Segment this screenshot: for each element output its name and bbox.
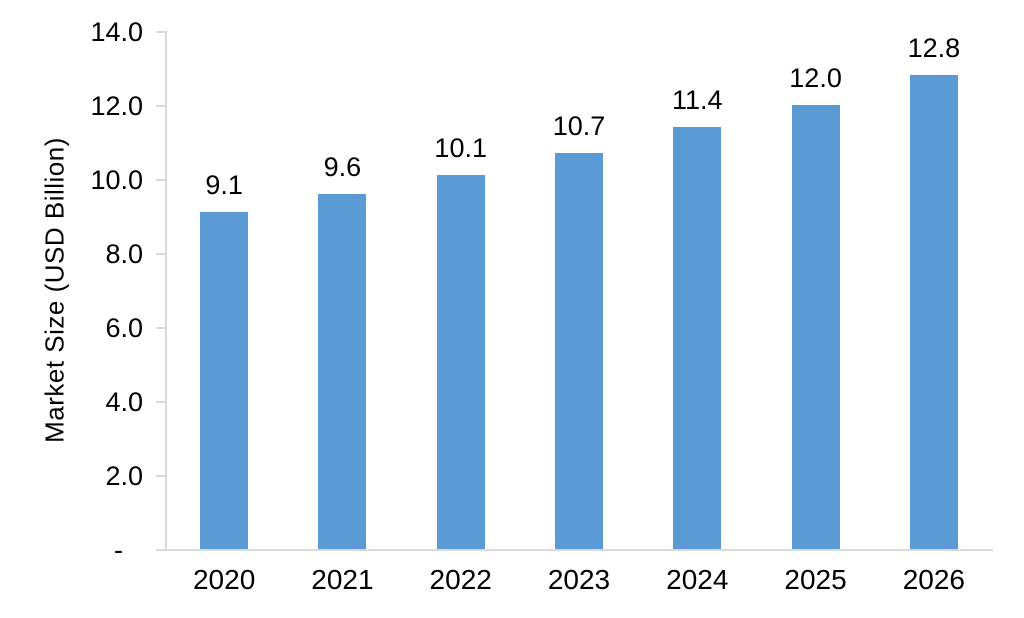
x-axis-label: 2020 (192, 564, 256, 595)
y-tick-mark (156, 31, 165, 33)
bar-value-label: 9.1 (205, 170, 243, 201)
y-tick-label: 14.0 (90, 17, 143, 47)
bar (909, 75, 958, 549)
y-tick-label: 4.0 (105, 387, 143, 417)
bar (318, 193, 367, 549)
x-axis-label: 2024 (666, 564, 729, 595)
bar-value-label: 10.1 (434, 133, 487, 164)
y-tick-mark (156, 401, 165, 403)
bar (200, 212, 249, 549)
y-tick-label: 6.0 (105, 313, 143, 343)
bar-value-label: 12.8 (907, 33, 961, 64)
bar (673, 127, 722, 549)
y-tick-mark (156, 179, 165, 181)
x-axis-label: 2023 (547, 564, 611, 595)
bar (791, 105, 840, 549)
bar-value-label: 10.7 (552, 111, 606, 142)
y-axis-line (165, 31, 167, 551)
x-axis-label: 2025 (784, 564, 847, 595)
y-tick-mark (156, 105, 165, 107)
y-tick-mark (156, 253, 165, 255)
y-tick-mark (156, 549, 165, 551)
y-tick-label: 10.0 (90, 165, 143, 195)
bar-value-label: 9.6 (323, 151, 362, 182)
x-axis-label: 2022 (429, 564, 492, 595)
y-tick-mark (156, 327, 165, 329)
y-tick-label: - (114, 535, 123, 565)
bar-value-label: 11.4 (672, 85, 723, 116)
y-tick-label: 12.0 (90, 91, 143, 121)
x-axis-label: 2021 (311, 564, 374, 595)
x-axis-label: 2026 (902, 564, 965, 595)
bar-value-label: 12.0 (789, 63, 842, 93)
bar (555, 153, 603, 549)
x-axis-line (165, 549, 993, 551)
y-tick-label: 2.0 (105, 461, 143, 491)
y-tick-mark (156, 475, 165, 477)
y-tick-label: 8.0 (105, 239, 143, 269)
bar (436, 175, 485, 549)
